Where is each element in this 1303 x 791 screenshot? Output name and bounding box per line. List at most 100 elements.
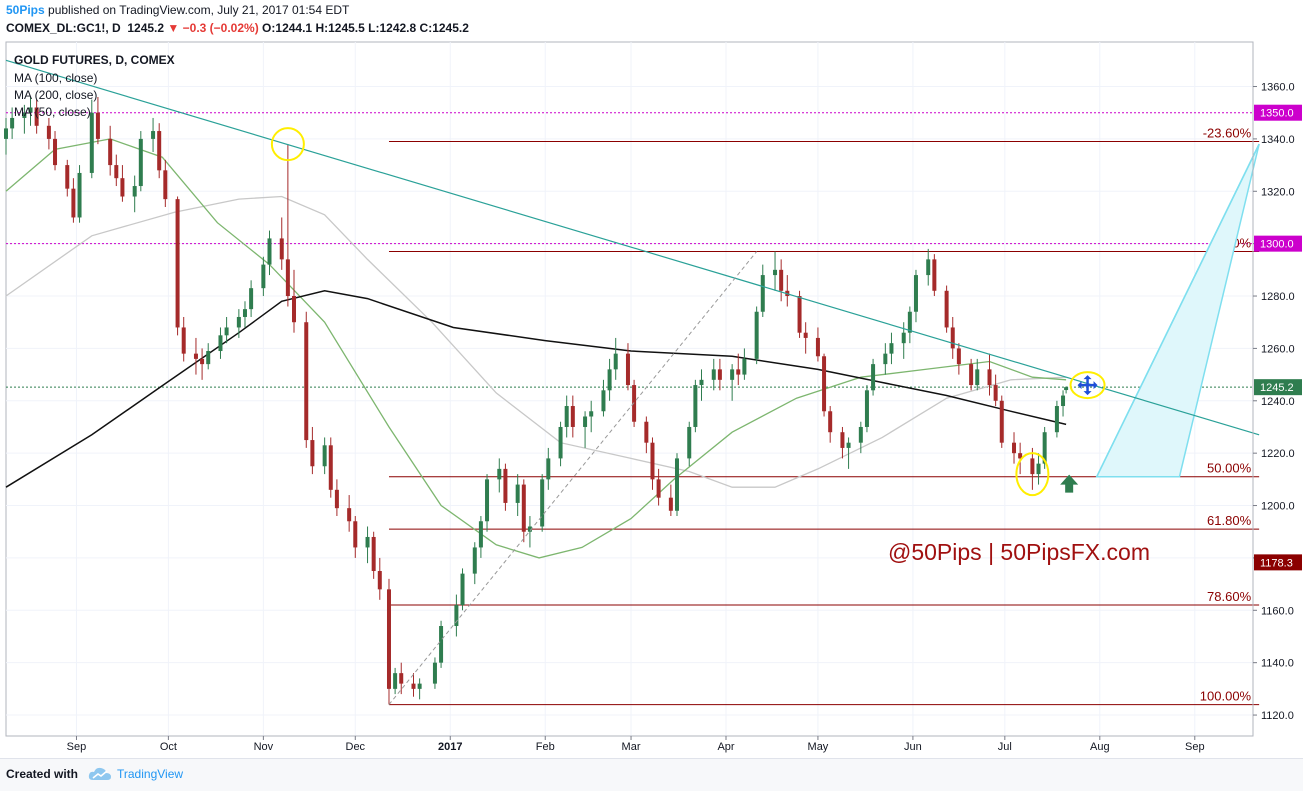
- candle-body: [625, 353, 630, 386]
- legend-title: GOLD FUTURES, D, COMEX: [14, 53, 175, 67]
- candle-body: [138, 138, 143, 187]
- candle-body: [975, 369, 980, 386]
- candle-body: [742, 358, 747, 375]
- tradingview-link[interactable]: TradingView: [117, 767, 184, 781]
- candle-body: [53, 138, 58, 166]
- symbol-ticker: COMEX_DL:GC1!, D: [6, 21, 121, 35]
- candle-body: [279, 238, 284, 260]
- candle-body: [386, 589, 391, 689]
- candle-body: [1054, 406, 1059, 433]
- candle-body: [926, 259, 931, 276]
- candle-body: [439, 626, 444, 663]
- x-tick-label: Sep: [67, 741, 87, 753]
- candle-body: [218, 335, 223, 352]
- candle-body: [399, 673, 404, 684]
- price-label-text: 1350.0: [1260, 108, 1294, 120]
- candle-body: [956, 348, 961, 365]
- last-price: 1245.2: [127, 21, 165, 35]
- price-label-text: 1300.0: [1260, 239, 1294, 251]
- x-tick-label: May: [808, 741, 829, 753]
- drawing-layer: [5, 59, 1260, 705]
- candle-body: [864, 390, 869, 427]
- highlight-ellipse: [1069, 371, 1106, 400]
- x-tick-label: Aug: [1090, 741, 1110, 753]
- candle-body: [668, 497, 673, 511]
- x-tick-label: Oct: [160, 741, 177, 753]
- candle-body: [521, 484, 526, 532]
- candle-body: [570, 406, 575, 427]
- candle-body: [181, 327, 186, 354]
- candle-body: [472, 547, 477, 574]
- move-arrows-icon: [1077, 375, 1098, 396]
- ma50-line: [5, 138, 1067, 559]
- candle-body: [46, 125, 51, 139]
- candle-body: [944, 290, 949, 328]
- candle-body: [901, 332, 906, 344]
- legend-ma100[interactable]: MA (100, close): [14, 71, 97, 85]
- candle-body: [175, 199, 180, 328]
- candle-body: [432, 662, 437, 684]
- candle-body: [773, 269, 778, 276]
- candle-body: [607, 369, 612, 391]
- candle-body: [353, 521, 358, 548]
- author-link[interactable]: 50Pips: [6, 3, 45, 17]
- candle-body: [151, 131, 156, 139]
- candle-body: [1042, 432, 1047, 464]
- open-label: O:: [262, 21, 276, 35]
- highlight-circle: [270, 127, 305, 162]
- chart[interactable]: -23.60%0.00%50.00%61.80%78.60%100.00% 13…: [0, 0, 1303, 758]
- close-value: 1245.2: [432, 21, 469, 35]
- candle-body: [200, 358, 205, 365]
- price-axis[interactable]: 1360.0 1340.0 1320.0 1300.0 1280.0 1260.0 1240…: [1253, 82, 1302, 723]
- candle-body: [589, 411, 594, 417]
- footer: Created with TradingView: [0, 758, 1303, 791]
- candle-body: [822, 356, 827, 412]
- candle-body: [411, 683, 416, 689]
- legend-ma200[interactable]: MA (200, close): [14, 88, 97, 102]
- y-tick-label: 1160.0: [1261, 605, 1294, 617]
- candle-body: [1018, 453, 1023, 459]
- fib-layer: -23.60%0.00%50.00%61.80%78.60%100.00%: [388, 126, 1260, 706]
- candle-body: [815, 337, 820, 357]
- candle-body: [365, 536, 370, 548]
- candle-body: [693, 385, 698, 427]
- trendline: [5, 59, 1260, 436]
- candle-body: [907, 311, 912, 333]
- fib-level-label: -23.60%: [1203, 126, 1252, 141]
- candle-body: [1036, 463, 1041, 475]
- y-tick-label: 1200.0: [1261, 501, 1295, 513]
- symbol-bar: COMEX_DL:GC1!, D 1245.2 ▼ −0.3 (−0.02%) …: [6, 21, 469, 39]
- plot-area[interactable]: [5, 41, 1254, 737]
- candle-body: [558, 426, 563, 459]
- price-label-bg: [1254, 554, 1302, 571]
- candle-body: [717, 369, 722, 380]
- candle-body: [583, 416, 588, 427]
- candle-body: [304, 322, 309, 441]
- y-tick-label: 1140.0: [1261, 658, 1294, 670]
- candle-body: [497, 468, 502, 480]
- tradingview-cloud-icon[interactable]: [88, 766, 112, 782]
- candle-body: [157, 131, 162, 171]
- up-arrow-icon: [1060, 474, 1079, 493]
- candle-body: [754, 311, 759, 359]
- candle-body: [730, 369, 735, 380]
- candle-body: [527, 526, 532, 532]
- high-value: 1245.5: [328, 21, 365, 35]
- candle-body: [601, 390, 606, 412]
- candle-body: [613, 353, 618, 370]
- time-axis[interactable]: Sep Oct Nov Dec 2017 Feb Mar Apr May Jun Jul Aug Sep: [67, 736, 1205, 753]
- watermark: @50Pips | 50PipsFX.com: [888, 539, 1150, 565]
- candle-body: [10, 117, 15, 129]
- low-value: 1242.8: [379, 21, 417, 35]
- candle-body: [120, 178, 125, 197]
- candle-body: [261, 264, 266, 289]
- candle-body: [328, 445, 333, 490]
- candle-body: [503, 468, 508, 503]
- legend-ma50[interactable]: MA (50, close): [14, 105, 91, 119]
- price-label-bg: [1254, 379, 1302, 396]
- candle-body: [242, 309, 247, 317]
- candle-body: [803, 332, 808, 338]
- candle-body: [206, 351, 211, 365]
- highlight-ellipse: [1015, 452, 1050, 497]
- candle-body: [22, 112, 27, 118]
